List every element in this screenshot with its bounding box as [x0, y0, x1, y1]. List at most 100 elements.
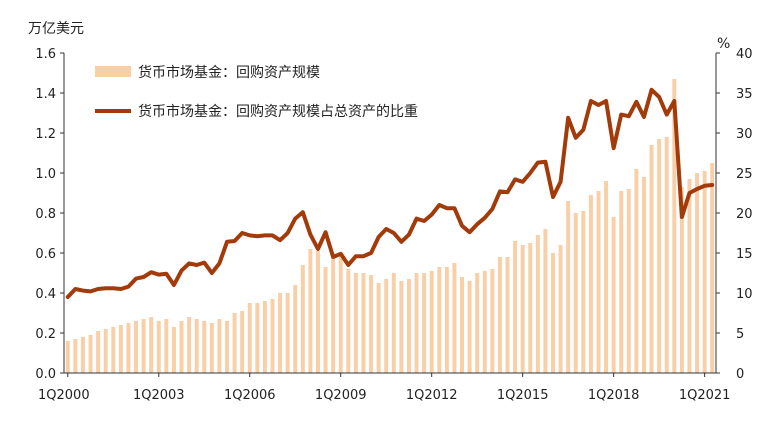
- bar: [353, 273, 358, 373]
- x-tick-label: 1Q2000: [38, 388, 90, 403]
- right-tick-label: 10: [736, 287, 753, 302]
- bar: [475, 273, 480, 373]
- right-tick-label: 35: [736, 87, 753, 102]
- left-tick-label: 1.4: [35, 87, 56, 102]
- bar: [346, 269, 351, 373]
- bar: [88, 335, 93, 373]
- left-axis: 0.0 0.2 0.4 0.6 0.8 1.0 1.2 1.4 1.6: [35, 47, 65, 382]
- right-axis-unit: %: [717, 36, 730, 52]
- x-tick-label: 1Q2009: [315, 388, 367, 403]
- bar: [672, 79, 677, 373]
- bar: [391, 273, 396, 373]
- bar: [323, 267, 328, 373]
- bar: [566, 201, 571, 373]
- bar: [308, 249, 313, 373]
- legend-label-bar: 货币市场基金：回购资产规模: [138, 64, 320, 81]
- legend: 货币市场基金：回购资产规模 货币市场基金：回购资产规模占总资产的比重: [95, 64, 418, 120]
- bar: [194, 319, 199, 373]
- bar: [240, 311, 245, 373]
- series-line: [65, 87, 715, 299]
- bar: [414, 273, 419, 373]
- bar: [551, 253, 555, 373]
- bar: [520, 245, 525, 373]
- bar: [505, 257, 510, 373]
- bar: [369, 275, 374, 373]
- bar: [96, 331, 101, 373]
- bar: [126, 323, 131, 373]
- bar: [679, 187, 684, 373]
- bar: [270, 299, 275, 373]
- right-axis: 0 5 10 15 20 25 30 35 40: [715, 47, 753, 382]
- bar: [171, 327, 176, 373]
- left-tick-label: 1.0: [35, 167, 56, 182]
- bar: [702, 171, 707, 373]
- bar: [657, 139, 662, 373]
- left-tick-label: 0.6: [35, 247, 56, 262]
- bar: [543, 229, 548, 373]
- bar: [444, 267, 449, 373]
- left-tick-label: 0.4: [35, 287, 56, 302]
- x-tick-label: 1Q2006: [224, 388, 276, 403]
- bar: [611, 217, 616, 373]
- x-tick-label: 1Q2018: [588, 388, 640, 403]
- bar: [316, 251, 320, 373]
- line-series: [65, 87, 715, 299]
- bar: [285, 293, 290, 373]
- bar: [528, 243, 533, 373]
- legend-swatch-bar: [95, 66, 131, 77]
- x-axis: 1Q2000 1Q2003 1Q2006 1Q2009 1Q2012 1Q2015 1Q20…: [38, 372, 730, 403]
- bar: [103, 329, 108, 373]
- bar: [187, 317, 192, 373]
- x-tick-label: 1Q2012: [406, 388, 458, 403]
- bar: [467, 281, 472, 373]
- bar: [300, 265, 305, 373]
- bar: [73, 339, 78, 373]
- bar: [232, 313, 237, 373]
- bar: [278, 293, 283, 373]
- bar: [406, 279, 411, 373]
- bar: [710, 163, 715, 373]
- x-tick-label: 1Q2003: [133, 388, 185, 403]
- bar: [687, 179, 692, 373]
- bar: [649, 145, 654, 373]
- bar: [149, 317, 154, 373]
- bar: [209, 323, 214, 373]
- bar: [619, 191, 624, 373]
- bar: [65, 341, 70, 373]
- bar: [490, 269, 495, 373]
- bar: [634, 169, 639, 373]
- bar: [80, 337, 85, 373]
- bar: [581, 211, 586, 373]
- bar: [513, 241, 518, 373]
- bar: [399, 281, 404, 373]
- bar: [460, 277, 464, 373]
- legend-label-line: 货币市场基金：回购资产规模占总资产的比重: [138, 103, 418, 120]
- bar: [695, 173, 700, 373]
- bar: [384, 279, 389, 373]
- right-tick-label: 5: [736, 327, 744, 342]
- bar: [452, 263, 457, 373]
- right-tick-label: 20: [736, 207, 753, 222]
- bar: [134, 321, 138, 373]
- right-tick-label: 25: [736, 167, 753, 182]
- bar: [437, 267, 442, 373]
- bar: [247, 303, 252, 373]
- right-tick-label: 40: [736, 47, 753, 62]
- bar: [596, 191, 601, 373]
- bar: [535, 235, 540, 373]
- left-tick-label: 0.0: [35, 367, 56, 382]
- x-tick-label: 1Q2015: [497, 388, 549, 403]
- left-tick-label: 1.6: [35, 47, 56, 62]
- right-tick-label: 0: [736, 367, 744, 382]
- bar: [573, 213, 578, 373]
- bar: [118, 325, 123, 373]
- bar: [156, 321, 161, 373]
- bar: [141, 319, 146, 373]
- left-tick-label: 1.2: [35, 127, 56, 142]
- bar: [111, 327, 116, 373]
- bar: [626, 189, 631, 373]
- bar: [331, 253, 336, 373]
- bar: [338, 253, 343, 373]
- bar: [497, 257, 502, 373]
